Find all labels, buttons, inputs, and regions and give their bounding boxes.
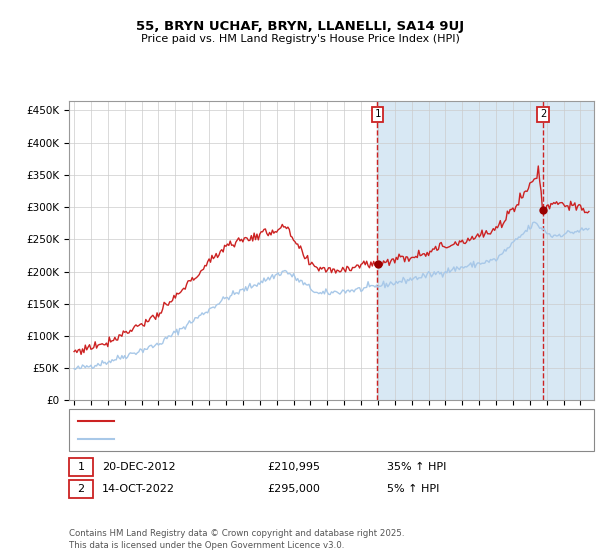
- Text: 1: 1: [77, 462, 85, 472]
- Text: Contains HM Land Registry data © Crown copyright and database right 2025.
This d: Contains HM Land Registry data © Crown c…: [69, 529, 404, 550]
- Text: 14-OCT-2022: 14-OCT-2022: [102, 484, 175, 494]
- Text: 55, BRYN UCHAF, BRYN, LLANELLI, SA14 9UJ (detached house): 55, BRYN UCHAF, BRYN, LLANELLI, SA14 9UJ…: [120, 416, 425, 426]
- Text: £295,000: £295,000: [267, 484, 320, 494]
- Text: 1: 1: [374, 109, 380, 119]
- Bar: [377, 101, 594, 400]
- Text: 5% ↑ HPI: 5% ↑ HPI: [387, 484, 439, 494]
- Text: Price paid vs. HM Land Registry's House Price Index (HPI): Price paid vs. HM Land Registry's House …: [140, 34, 460, 44]
- Text: 55, BRYN UCHAF, BRYN, LLANELLI, SA14 9UJ: 55, BRYN UCHAF, BRYN, LLANELLI, SA14 9UJ: [136, 20, 464, 32]
- Text: 20-DEC-2012: 20-DEC-2012: [102, 462, 176, 472]
- Text: 2: 2: [540, 109, 547, 119]
- Text: 2: 2: [77, 484, 85, 494]
- Text: £210,995: £210,995: [267, 462, 320, 472]
- Text: HPI: Average price, detached house, Carmarthenshire: HPI: Average price, detached house, Carm…: [120, 434, 383, 444]
- Text: 35% ↑ HPI: 35% ↑ HPI: [387, 462, 446, 472]
